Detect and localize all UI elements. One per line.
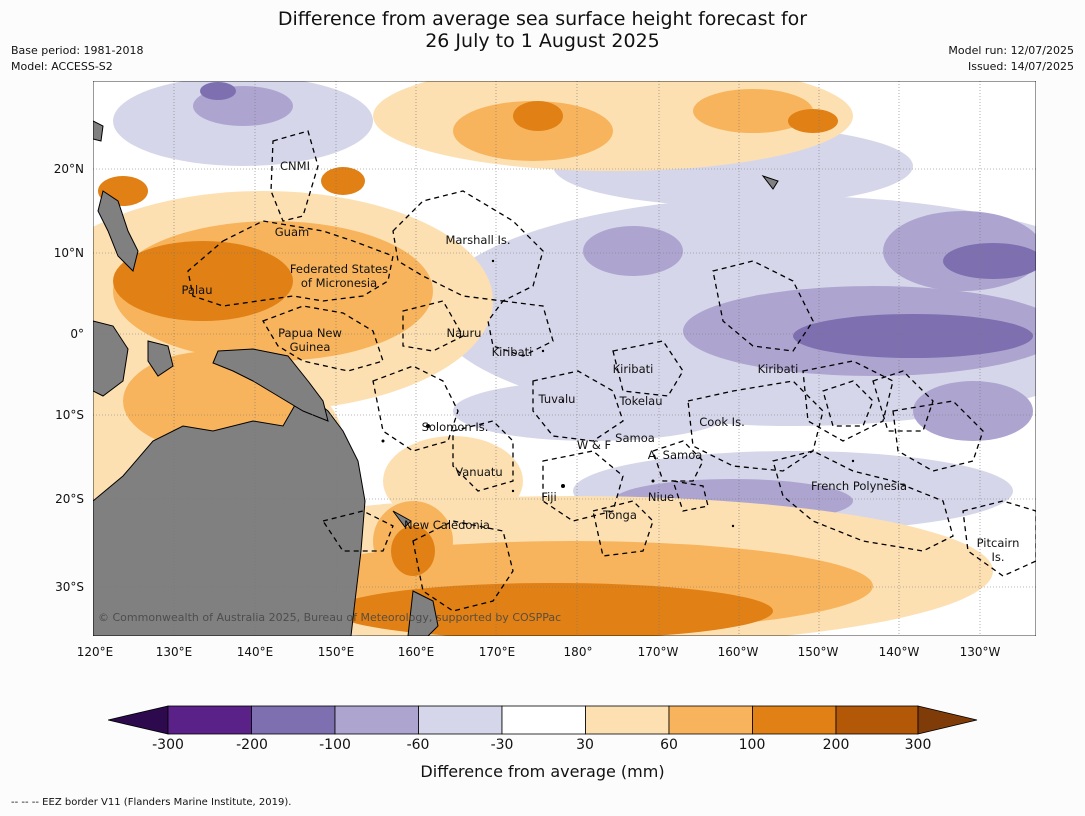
colorbar-tick: 100 [738,737,766,753]
colorbar-tick: 200 [822,737,850,753]
colorbar-tick: 60 [660,737,678,753]
sulawesi [147,340,174,377]
label-nauru: Nauru [447,326,482,340]
y-tick: 30°S [55,580,84,594]
colorbar-swatch [585,705,670,735]
eez-footnote: -- -- -- EEZ border V11 (Flanders Marine… [11,797,292,808]
model-name: Model: ACCESS-S2 [11,60,113,73]
x-tick: 150°W [797,645,839,659]
label-vanuatu: Vanuatu [455,465,502,479]
hawaii [761,175,779,190]
y-tick: 20°N [53,162,84,176]
australia [93,390,366,636]
y-tick: 20°S [55,492,84,506]
colorbar-swatch [752,705,837,735]
taiwan [93,120,104,142]
small-islands [381,259,855,528]
graticule [93,81,1036,636]
colorbar-label: Difference from average (mm) [420,762,665,781]
label-pitcairn-1: Pitcairn [977,536,1020,550]
new-guinea [212,348,329,422]
label-kiribati-e: Kiribati [758,362,799,376]
label-fiji: Fiji [541,490,556,504]
label-kiribati-w: Kiribati [492,345,533,359]
x-tick: 130°W [959,645,1001,659]
chart-title: Difference from average sea surface heig… [0,8,1085,52]
label-png-2: Guinea [290,340,331,354]
colorbar-tick: 30 [576,737,594,753]
x-tick: 180° [563,645,593,659]
label-pitcairn-2: Is. [991,550,1004,564]
colorbar-swatch [668,705,753,735]
colorbar-swatch [418,705,503,735]
colorbar-tick: 300 [904,737,932,753]
colorbar-tick: -60 [406,737,430,753]
label-marshall: Marshall Is. [445,233,510,247]
colorbar-tick: -200 [236,737,268,753]
colorbar-swatch [501,705,586,735]
philippines [97,190,139,272]
copyright-text: © Commonwealth of Australia 2025, Bureau… [98,611,561,624]
label-tokelau: Tokelau [619,394,663,408]
new-zealand-north [407,590,439,636]
label-tonga: Tonga [602,508,637,522]
label-kiribati-c: Kiribati [613,362,654,376]
x-tick: 170°E [478,645,516,659]
label-newcal: New Caledonia [404,518,490,532]
label-png-1: Papua New [278,326,342,340]
label-cook: Cook Is. [699,415,744,429]
label-solomon: Solomon Is. [422,420,489,434]
colorbar-extend-high [917,705,978,735]
colorbar-swatch [251,705,336,735]
y-tick: 0° [70,327,84,341]
issued-date: Issued: 14/07/2025 [967,60,1074,73]
eez-borders [187,130,1036,612]
y-tick: 10°N [53,246,84,260]
label-fp: French Polynesia [811,479,907,493]
colorbar-tick: -300 [152,737,184,753]
x-tick: 150°E [317,645,355,659]
label-samoa: Samoa [615,431,655,445]
label-asamoa: A. Samoa [648,448,703,462]
label-guam: Guam [275,225,309,239]
colorbar-swatch [835,705,919,735]
meta-right: Model run: 12/07/2025 Issued: 14/07/2025 [948,43,1074,75]
colorbar-swatch [167,705,252,735]
borneo [93,320,129,397]
meta-left: Base period: 1981-2018 Model: ACCESS-S2 [11,43,143,75]
x-tick: 140°W [878,645,920,659]
x-tick: 160°E [397,645,435,659]
x-tick: 170°W [637,645,679,659]
model-run: Model run: 12/07/2025 [948,44,1074,57]
land [93,120,779,636]
label-cnmi: CNMI [280,159,310,173]
colorbar [108,705,978,735]
x-tick: 120°E [76,645,114,659]
colorbar-tick: -30 [490,737,514,753]
label-tuvalu: Tuvalu [538,392,576,406]
x-tick: 160°W [717,645,759,659]
label-palau: Palau [182,283,213,297]
label-wf: W & F [577,438,611,452]
title-line-1: Difference from average sea surface heig… [277,8,808,30]
colorbar-swatch [334,705,419,735]
new-caledonia [392,510,412,528]
x-tick: 140°E [236,645,274,659]
colorbar-tick: -100 [319,737,351,753]
label-niue: Niue [648,490,674,504]
label-fsm-1: Federated States [290,262,388,276]
x-tick: 130°E [155,645,193,659]
sea-level-map: CNMI Guam Marshall Is. Federated States … [93,81,1036,636]
label-fsm-2: of Micronesia [301,276,377,290]
y-tick: 10°S [55,408,84,422]
colorbar-extend-low [108,705,169,735]
base-period: Base period: 1981-2018 [11,44,144,57]
region-labels: CNMI Guam Marshall Is. Federated States … [182,159,1020,564]
title-line-2: 26 July to 1 August 2025 [425,30,660,52]
